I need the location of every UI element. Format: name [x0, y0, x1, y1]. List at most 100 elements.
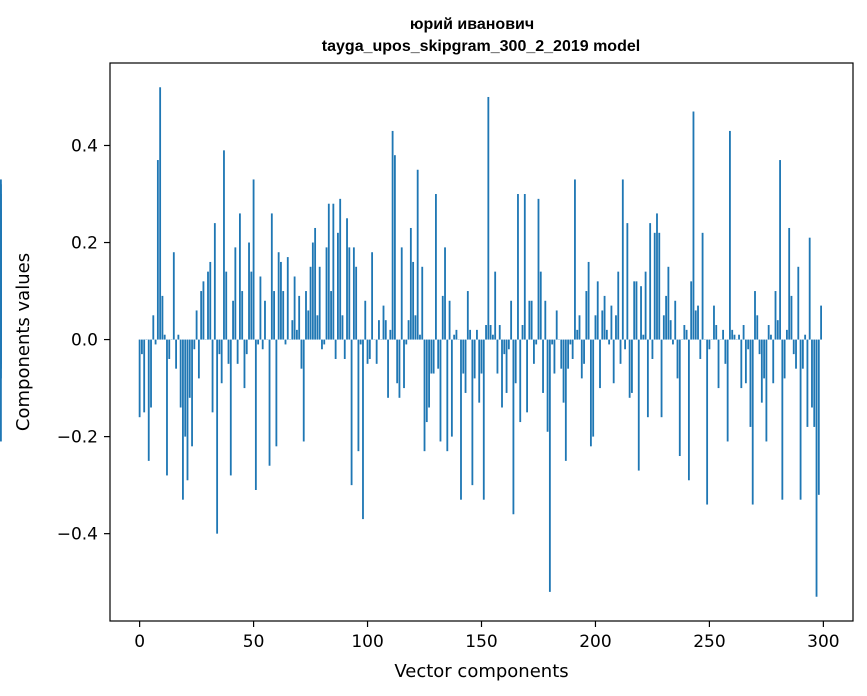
bar-264 [740, 339, 743, 389]
bar-85 [332, 203, 335, 340]
bar-100 [366, 339, 369, 364]
bar-34 [216, 339, 219, 534]
y-tick-label: 0.2 [71, 234, 98, 254]
bar-278 [772, 339, 775, 384]
bar-70 [298, 295, 301, 340]
bar-193 [578, 315, 581, 340]
bar-91 [346, 218, 348, 340]
bar-86 [334, 339, 337, 359]
bar-75 [309, 266, 312, 340]
bar-175 [537, 198, 540, 340]
bar-134 [444, 247, 446, 340]
bar-122 [416, 169, 419, 340]
bar-21 [186, 339, 189, 481]
bar-76 [311, 242, 314, 340]
bar-187 [564, 339, 567, 461]
bar-173 [533, 339, 535, 364]
bar-27 [200, 291, 203, 340]
bar-49 [250, 271, 253, 340]
bar-39 [227, 339, 230, 364]
bar-123 [419, 334, 421, 340]
bar-116 [403, 339, 405, 389]
bar-101 [368, 339, 371, 359]
bar-267 [747, 339, 750, 350]
bar-84 [330, 291, 332, 340]
y-axis: −0.4 −0.2 0.0 0.2 0.4 [57, 136, 110, 545]
bar-183 [555, 310, 558, 340]
bar-57 [268, 339, 271, 466]
bar-188 [567, 339, 570, 369]
bar-161 [505, 339, 508, 393]
bar-0 [138, 339, 141, 418]
bar-53 [259, 276, 262, 340]
bar-163 [510, 300, 513, 340]
bar-247 [701, 232, 704, 340]
y-tick-label: −0.2 [57, 428, 98, 448]
bar-256 [722, 329, 724, 340]
bar-242 [690, 281, 693, 340]
bar-71 [300, 339, 303, 369]
bar-287 [792, 339, 795, 355]
bar-112 [393, 155, 396, 340]
bar-283 [783, 339, 786, 379]
bar-36 [220, 339, 223, 384]
y-tick-label: −0.4 [57, 525, 98, 545]
bar-190 [571, 339, 574, 359]
bar-111 [391, 130, 394, 340]
bar-182 [553, 339, 556, 374]
bar-217 [633, 281, 636, 340]
bar-164 [512, 339, 515, 515]
bar-1 [141, 339, 143, 355]
bar-143 [464, 339, 467, 393]
bar-15 [172, 252, 175, 340]
bar-220 [640, 286, 642, 340]
bar-114 [398, 339, 401, 398]
bar-162 [507, 339, 510, 350]
bar-96 [357, 339, 360, 452]
bar-28 [202, 281, 205, 340]
bar-148 [476, 329, 478, 340]
bar-192 [576, 329, 579, 340]
bar-197 [587, 261, 590, 340]
bar-89 [341, 315, 344, 340]
bar-243 [692, 111, 695, 340]
plot-frame [109, 62, 854, 622]
bar-288 [795, 339, 797, 369]
bar-25 [195, 310, 198, 340]
bar-277 [770, 334, 772, 340]
bar-157 [496, 339, 499, 374]
bar-167 [519, 339, 522, 423]
bar-240 [685, 329, 688, 340]
bar-258 [726, 339, 729, 442]
bar-215 [628, 339, 631, 398]
bar-77 [314, 227, 317, 340]
bar-121 [414, 315, 417, 340]
bar-280 [776, 320, 779, 340]
bar-152 [485, 325, 487, 340]
bar-295 [811, 339, 813, 408]
bar-35 [218, 339, 221, 355]
x-axis: 0 50 100 150 200 250 300 [134, 621, 840, 652]
bar-44 [239, 213, 241, 340]
y-tick-label: 0.4 [71, 136, 98, 156]
bar-64 [284, 339, 287, 345]
bar-87 [337, 232, 339, 340]
bar-129 [432, 339, 435, 374]
bar-156 [494, 271, 497, 340]
bar-110 [389, 329, 392, 340]
bar-228 [658, 232, 661, 340]
bar-63 [282, 291, 285, 340]
bar-55 [264, 300, 266, 340]
bar-59 [273, 291, 276, 340]
bar-158 [498, 325, 501, 340]
bar-50 [252, 179, 255, 340]
bar-200 [594, 315, 597, 340]
bar-undefined [0, 286, 2, 340]
bar-104 [375, 339, 378, 364]
bar-105 [378, 320, 380, 340]
bar-298 [817, 339, 820, 495]
bar-233 [669, 320, 672, 340]
bar-230 [662, 315, 665, 340]
bar-165 [514, 339, 517, 384]
